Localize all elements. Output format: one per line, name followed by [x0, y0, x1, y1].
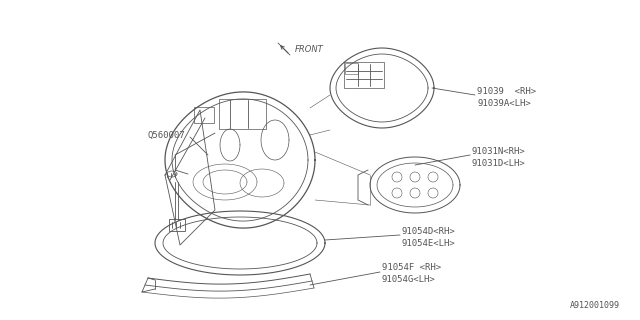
Text: Q560007: Q560007: [147, 131, 184, 140]
Text: 91031D<LH>: 91031D<LH>: [472, 158, 525, 167]
Text: 91031N<RH>: 91031N<RH>: [472, 147, 525, 156]
Text: 91039A<LH>: 91039A<LH>: [477, 99, 531, 108]
Text: 91054E<LH>: 91054E<LH>: [402, 238, 456, 247]
Text: 91039  <RH>: 91039 <RH>: [477, 86, 536, 95]
Text: FRONT: FRONT: [295, 45, 324, 54]
Text: 91054G<LH>: 91054G<LH>: [382, 276, 436, 284]
Text: 91054D<RH>: 91054D<RH>: [402, 227, 456, 236]
Text: A912001099: A912001099: [570, 301, 620, 310]
Text: 91054F <RH>: 91054F <RH>: [382, 263, 441, 273]
